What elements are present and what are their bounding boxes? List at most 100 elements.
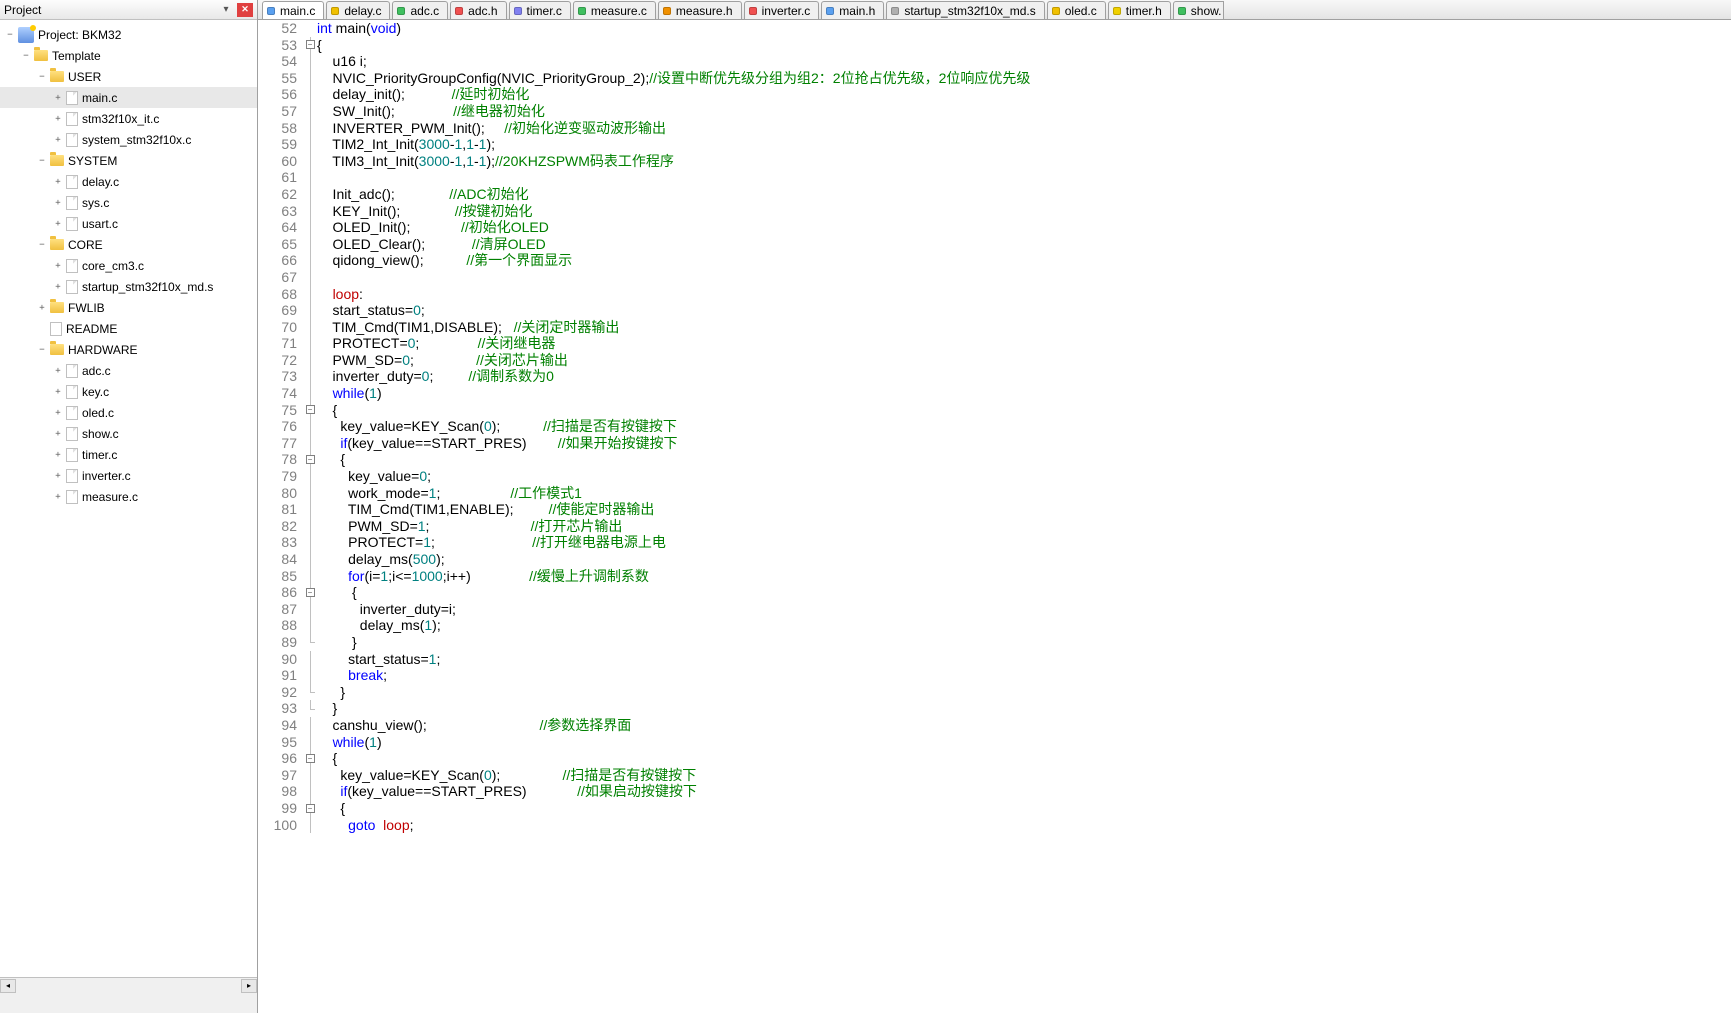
tree-item[interactable]: +delay.c — [0, 171, 257, 192]
code-line[interactable]: start_status=0; — [317, 302, 1731, 319]
code-line[interactable]: start_status=1; — [317, 651, 1731, 668]
fold-marker[interactable] — [303, 103, 317, 120]
fold-marker[interactable]: − — [303, 402, 317, 419]
tree-item[interactable]: −USER — [0, 66, 257, 87]
fold-marker[interactable] — [303, 817, 317, 834]
code-line[interactable]: while(1) — [317, 385, 1731, 402]
expander-icon[interactable]: + — [52, 176, 64, 188]
code-line[interactable]: TIM2_Int_Init(3000-1,1-1); — [317, 136, 1731, 153]
tree-item[interactable]: +show.c — [0, 423, 257, 444]
fold-marker[interactable] — [303, 269, 317, 286]
code-line[interactable]: { — [317, 584, 1731, 601]
tree-item[interactable]: +FWLIB — [0, 297, 257, 318]
horizontal-scrollbar[interactable]: ◂ ▸ — [0, 977, 257, 993]
tree-item[interactable]: +system_stm32f10x.c — [0, 129, 257, 150]
code-line[interactable]: for(i=1;i<=1000;i++) //缓慢上升调制系数 — [317, 568, 1731, 585]
expander-icon[interactable]: + — [52, 281, 64, 293]
tree-item[interactable]: +startup_stm32f10x_md.s — [0, 276, 257, 297]
tree-item[interactable]: +main.c — [0, 87, 257, 108]
fold-marker[interactable] — [303, 667, 317, 684]
tree-item[interactable]: +measure.c — [0, 486, 257, 507]
code-line[interactable]: { — [317, 451, 1731, 468]
code-line[interactable]: TIM_Cmd(TIM1,ENABLE); //使能定时器输出 — [317, 501, 1731, 518]
code-line[interactable]: if(key_value==START_PRES) //如果开始按键按下 — [317, 435, 1731, 452]
code-line[interactable]: PWM_SD=1; //打开芯片输出 — [317, 518, 1731, 535]
expander-icon[interactable]: − — [36, 71, 48, 83]
fold-marker[interactable] — [303, 617, 317, 634]
tree-item[interactable]: −CORE — [0, 234, 257, 255]
editor-tab[interactable]: delay.c — [326, 1, 390, 19]
expander-icon[interactable]: + — [52, 407, 64, 419]
code-line[interactable]: if(key_value==START_PRES) //如果启动按键按下 — [317, 783, 1731, 800]
code-line[interactable]: OLED_Clear(); //清屏OLED — [317, 236, 1731, 253]
fold-marker[interactable] — [303, 236, 317, 253]
editor-tab[interactable]: measure.c — [573, 1, 656, 19]
expander-icon[interactable]: + — [52, 386, 64, 398]
fold-marker[interactable] — [303, 634, 317, 651]
expander-icon[interactable]: + — [52, 218, 64, 230]
tree-item[interactable]: −SYSTEM — [0, 150, 257, 171]
expander-icon[interactable]: + — [52, 449, 64, 461]
code-line[interactable]: KEY_Init(); //按键初始化 — [317, 203, 1731, 220]
editor-tab[interactable]: timer.c — [509, 1, 571, 19]
expander-icon[interactable]: + — [52, 92, 64, 104]
code-line[interactable]: delay_ms(500); — [317, 551, 1731, 568]
code-line[interactable]: PROTECT=0; //关闭继电器 — [317, 335, 1731, 352]
fold-marker[interactable] — [303, 551, 317, 568]
code-line[interactable]: canshu_view(); //参数选择界面 — [317, 717, 1731, 734]
code-line[interactable]: NVIC_PriorityGroupConfig(NVIC_PriorityGr… — [317, 70, 1731, 87]
code-line[interactable] — [317, 169, 1731, 186]
expander-icon[interactable]: − — [4, 29, 16, 41]
fold-marker[interactable] — [303, 651, 317, 668]
fold-marker[interactable] — [303, 435, 317, 452]
fold-marker[interactable] — [303, 319, 317, 336]
code-line[interactable]: inverter_duty=0; //调制系数为0 — [317, 368, 1731, 385]
editor-tab[interactable]: oled.c — [1047, 1, 1106, 19]
code-line[interactable]: INVERTER_PWM_Init(); //初始化逆变驱动波形输出 — [317, 120, 1731, 137]
fold-marker[interactable] — [303, 136, 317, 153]
code-content[interactable]: int main(void){ u16 i; NVIC_PriorityGrou… — [317, 20, 1731, 1013]
expander-icon[interactable]: − — [36, 344, 48, 356]
tree-item[interactable]: +timer.c — [0, 444, 257, 465]
pin-icon[interactable]: ▾ — [219, 3, 233, 17]
fold-marker[interactable] — [303, 153, 317, 170]
code-line[interactable]: { — [317, 37, 1731, 54]
expander-icon[interactable]: + — [52, 134, 64, 146]
fold-marker[interactable] — [303, 335, 317, 352]
editor-tab[interactable]: main.h — [821, 1, 884, 19]
editor-tab[interactable]: timer.h — [1108, 1, 1171, 19]
tree-item[interactable]: +inverter.c — [0, 465, 257, 486]
project-tree[interactable]: −Project: BKM32−Template−USER+main.c+stm… — [0, 20, 257, 977]
editor-tab[interactable]: measure.h — [658, 1, 742, 19]
code-line[interactable]: while(1) — [317, 734, 1731, 751]
expander-icon[interactable]: − — [36, 239, 48, 251]
close-icon[interactable]: ✕ — [237, 3, 253, 17]
expander-icon[interactable]: + — [52, 491, 64, 503]
fold-marker[interactable] — [303, 286, 317, 303]
tree-item[interactable]: +oled.c — [0, 402, 257, 423]
tree-item[interactable]: +adc.c — [0, 360, 257, 381]
fold-marker[interactable] — [303, 385, 317, 402]
tree-item[interactable]: +key.c — [0, 381, 257, 402]
tree-item[interactable]: +sys.c — [0, 192, 257, 213]
fold-marker[interactable] — [303, 368, 317, 385]
code-line[interactable]: qidong_view(); //第一个界面显示 — [317, 252, 1731, 269]
fold-marker[interactable]: − — [303, 800, 317, 817]
scroll-left-icon[interactable]: ◂ — [0, 979, 16, 993]
code-line[interactable]: TIM_Cmd(TIM1,DISABLE); //关闭定时器输出 — [317, 319, 1731, 336]
fold-marker[interactable] — [303, 518, 317, 535]
code-line[interactable]: key_value=KEY_Scan(0); //扫描是否有按键按下 — [317, 767, 1731, 784]
editor-tab[interactable]: startup_stm32f10x_md.s — [886, 1, 1044, 19]
code-line[interactable]: delay_ms(1); — [317, 617, 1731, 634]
fold-marker[interactable] — [303, 501, 317, 518]
fold-marker[interactable]: − — [303, 37, 317, 54]
code-line[interactable]: key_value=KEY_Scan(0); //扫描是否有按键按下 — [317, 418, 1731, 435]
editor-tab[interactable]: inverter.c — [744, 1, 820, 19]
code-line[interactable]: } — [317, 634, 1731, 651]
expander-icon[interactable]: + — [52, 260, 64, 272]
fold-marker[interactable] — [303, 534, 317, 551]
code-line[interactable]: } — [317, 700, 1731, 717]
fold-column[interactable]: −−−−−− — [303, 20, 317, 1013]
code-line[interactable]: u16 i; — [317, 53, 1731, 70]
fold-marker[interactable]: − — [303, 584, 317, 601]
